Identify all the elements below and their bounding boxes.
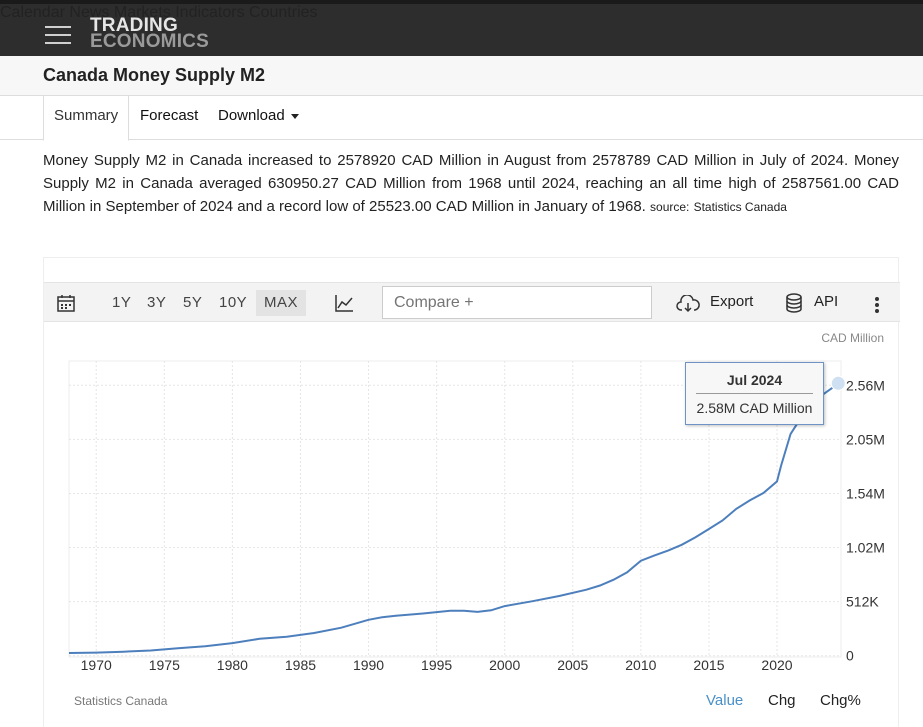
x-tick-label: 2005 (557, 657, 588, 673)
x-tick-label: 2020 (761, 657, 792, 673)
x-tick-label: 1985 (285, 657, 316, 673)
tab-forecast-label: Forecast (140, 107, 199, 124)
nav-indicators[interactable]: Indicators (175, 4, 245, 21)
range-1y-button[interactable]: 1Y (112, 294, 132, 311)
y-tick-label: 1.54M (846, 485, 885, 501)
hover-marker (830, 375, 846, 391)
chart-toolbar: 1Y 3Y 5Y 10Y MAX Export API (44, 282, 900, 322)
menu-icon[interactable] (45, 24, 71, 44)
x-tick-label: 1975 (149, 657, 180, 673)
tooltip-value: 2.58M CAD Million (696, 400, 813, 416)
tab-download[interactable]: Download (218, 96, 299, 140)
description-text: Money Supply M2 in Canada increased to 2… (43, 152, 899, 215)
chart-source: Statistics Canada (74, 694, 168, 708)
nav-news[interactable]: News (69, 4, 110, 21)
y-tick-label: 0 (846, 648, 854, 664)
range-3y-button[interactable]: 3Y (147, 294, 167, 311)
chart-tooltip: Jul 2024 2.58M CAD Million (685, 362, 824, 425)
tooltip-divider (696, 393, 813, 394)
line-chart: 0 512K 1.02M 1.54M 2.05M 2.56M 1970 1975 1980 198… (68, 360, 885, 673)
x-tick-label: 1970 (81, 657, 112, 673)
cloud-download-icon[interactable] (676, 295, 700, 313)
range-10y-button[interactable]: 10Y (219, 294, 248, 311)
tab-forecast[interactable]: Forecast (140, 96, 198, 140)
nav-calendar[interactable]: Calendar (0, 4, 65, 21)
unit-label: CAD Million (821, 331, 884, 345)
tooltip-date: Jul 2024 (726, 372, 783, 388)
nav-markets[interactable]: Markets (113, 4, 171, 21)
caret-down-icon (290, 113, 299, 119)
series-line (68, 382, 840, 654)
source-name-link[interactable]: Statistics Canada (693, 200, 787, 214)
plot-frame (68, 360, 842, 658)
compare-input[interactable] (382, 286, 652, 319)
x-tick-label: 2010 (625, 657, 656, 673)
x-tick-label: 2015 (693, 657, 724, 673)
y-tick-label: 2.05M (846, 431, 885, 447)
nav-countries[interactable]: Countries (249, 4, 318, 21)
x-tick-label: 1990 (353, 657, 384, 673)
title-bar: Canada Money Supply M2 (0, 56, 923, 96)
api-button[interactable]: API (814, 293, 839, 310)
top-navigation-bar: TRADING ECONOMICS Calendar News Markets … (0, 0, 923, 56)
view-tab-chg[interactable]: Chg (768, 692, 796, 709)
logo-line-2: ECONOMICS (90, 31, 209, 52)
logo-line-1: TRADING (90, 15, 178, 36)
range-max-button[interactable]: MAX (256, 290, 307, 316)
tab-summary[interactable]: Summary (43, 96, 129, 141)
page-title: Canada Money Supply M2 (43, 65, 266, 85)
logo[interactable]: TRADING ECONOMICS (90, 15, 209, 52)
x-tick-label: 1980 (217, 657, 248, 673)
export-button[interactable]: Export (710, 293, 754, 310)
line-chart-icon[interactable] (334, 293, 354, 313)
source-label: source: (650, 200, 690, 214)
calendar-icon[interactable] (57, 294, 75, 312)
chart-container: 1Y 3Y 5Y 10Y MAX Export API CAD Million … (43, 257, 900, 727)
range-5y-button[interactable]: 5Y (183, 294, 203, 311)
y-tick-label: 1.02M (846, 540, 885, 556)
summary-description: Money Supply M2 in Canada increased to 2… (43, 149, 899, 219)
x-tick-label: 2000 (489, 657, 520, 673)
x-tick-label: 1995 (421, 657, 452, 673)
tab-bar: Summary Forecast Download (0, 96, 923, 141)
view-tab-value[interactable]: Value (706, 692, 744, 709)
tab-download-label: Download (218, 107, 285, 124)
view-tab-chg-percent[interactable]: Chg% (820, 692, 861, 709)
database-icon[interactable] (786, 293, 802, 313)
tab-summary-label: Summary (54, 107, 119, 124)
y-tick-label: 512K (846, 594, 879, 610)
y-tick-label: 2.56M (846, 377, 885, 393)
more-vertical-icon[interactable] (875, 297, 879, 313)
